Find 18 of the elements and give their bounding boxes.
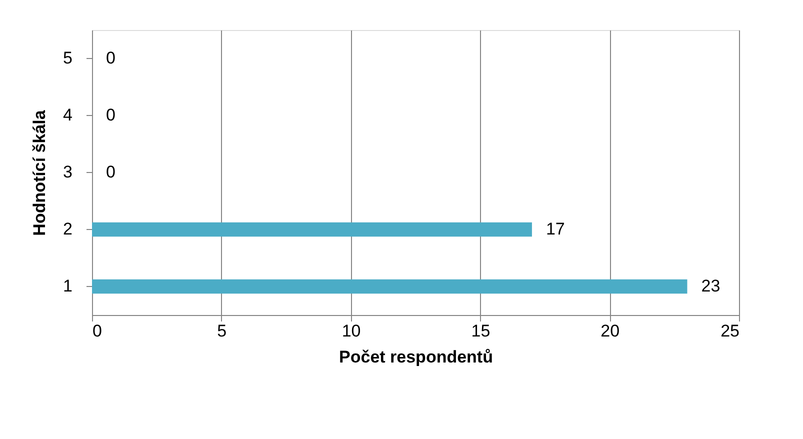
x-axis-title: Počet respondentů [339, 348, 493, 366]
y-tick-label: 5 [63, 48, 72, 68]
x-tick-label: 5 [217, 322, 227, 340]
y-tick-label: 1 [63, 276, 72, 296]
x-tick-label: 0 [92, 322, 102, 340]
x-tick-label: 25 [720, 322, 740, 340]
x-tick-label: 10 [342, 322, 361, 340]
y-axis-title: Hodnotící škála [30, 110, 50, 236]
y-tick-label: 2 [63, 220, 72, 238]
x-tick-label: 15 [471, 322, 490, 340]
data-label: 0 [106, 162, 116, 182]
data-label: 0 [106, 48, 116, 68]
data-label: 23 [701, 276, 720, 296]
data-label: 0 [106, 106, 116, 124]
data-label: 17 [546, 220, 565, 238]
y-tick-label: 4 [63, 106, 72, 124]
y-tick-label: 3 [63, 162, 72, 182]
x-tick-label: 20 [600, 322, 620, 340]
